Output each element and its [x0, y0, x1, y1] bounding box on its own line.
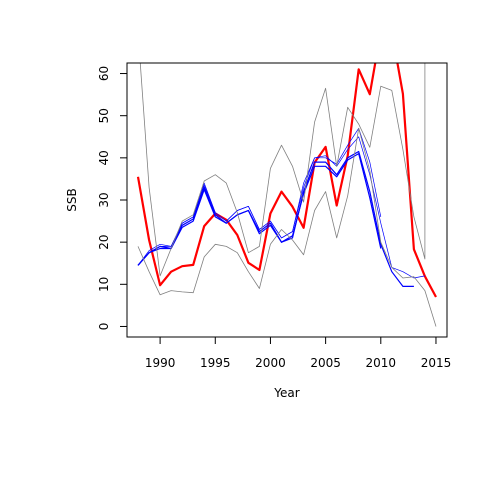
x-tick-label: 2015	[421, 356, 452, 370]
series-line-7	[137, 127, 437, 327]
y-tick-label: 40	[97, 150, 111, 165]
y-tick-label: 30	[97, 192, 111, 207]
x-axis-label: Year	[273, 386, 299, 400]
x-axis: 1990 1995 2000 2005 2010 2015	[145, 336, 452, 370]
y-axis-label: SSB	[65, 188, 79, 211]
x-tick-label: 1995	[200, 356, 231, 370]
y-tick-label: 60	[97, 66, 111, 81]
x-tick-label: 2005	[310, 356, 341, 370]
y-tick-label: 50	[97, 108, 111, 123]
series-line-1	[136, 63, 437, 298]
y-tick-label: 20	[97, 235, 111, 250]
y-tick-label: 10	[97, 277, 111, 292]
series-line-2	[137, 153, 382, 266]
series-layer	[136, 63, 437, 327]
x-tick-label: 2000	[255, 356, 286, 370]
series-line-3	[137, 150, 414, 287]
series-line-6	[139, 63, 426, 277]
y-tick-label: 0	[97, 323, 111, 331]
x-tick-label: 1990	[145, 356, 176, 370]
y-axis: 0 10 20 30 40 50 60	[97, 66, 128, 331]
x-tick-label: 2010	[366, 356, 397, 370]
